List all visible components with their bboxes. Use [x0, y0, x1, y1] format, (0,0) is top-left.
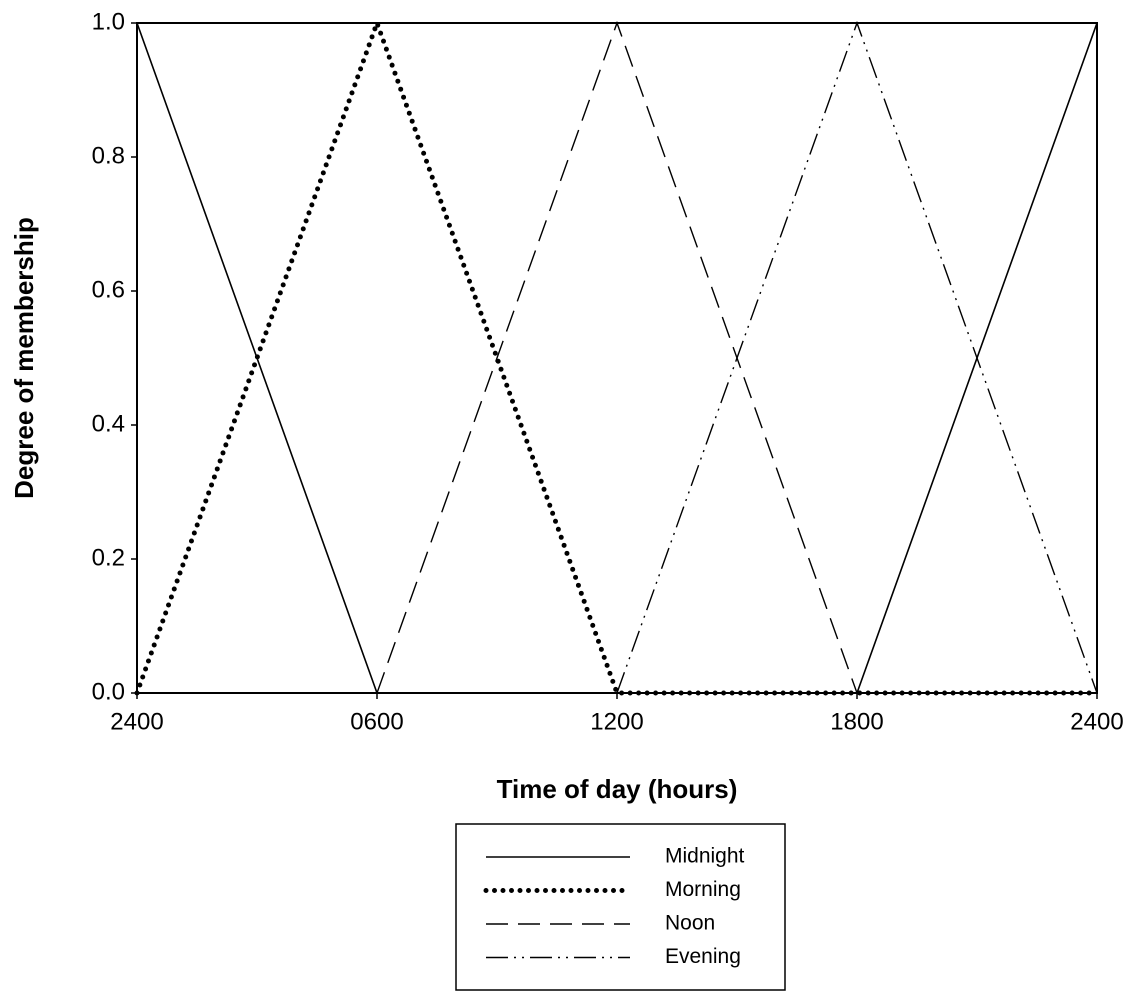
- y-tick-label: 0.0: [92, 678, 125, 705]
- y-axis-label: Degree of membership: [9, 217, 39, 499]
- x-tick-label: 1200: [590, 708, 643, 735]
- legend-label: Evening: [665, 945, 741, 968]
- y-tick-label: 0.2: [92, 544, 125, 571]
- y-tick-label: 0.4: [92, 410, 125, 437]
- plot-frame: [136, 22, 1098, 694]
- legend-label: Midnight: [665, 845, 745, 868]
- series-line: [376, 20, 858, 694]
- legend-label: Morning: [665, 878, 741, 901]
- legend-box: [455, 823, 786, 991]
- legend-label: Noon: [665, 912, 715, 935]
- x-axis-label: Time of day (hours): [497, 774, 738, 804]
- y-tick-label: 0.8: [92, 142, 125, 169]
- x-tick-label: 0600: [350, 708, 403, 735]
- x-tick-label: 2400: [110, 708, 163, 735]
- x-tick-label: 2400: [1070, 708, 1123, 735]
- x-tick-label: 1800: [830, 708, 883, 735]
- series-line: [134, 15, 1100, 696]
- series-line: [616, 20, 1098, 694]
- y-tick-label: 1.0: [92, 8, 125, 35]
- y-tick-label: 0.6: [92, 276, 125, 303]
